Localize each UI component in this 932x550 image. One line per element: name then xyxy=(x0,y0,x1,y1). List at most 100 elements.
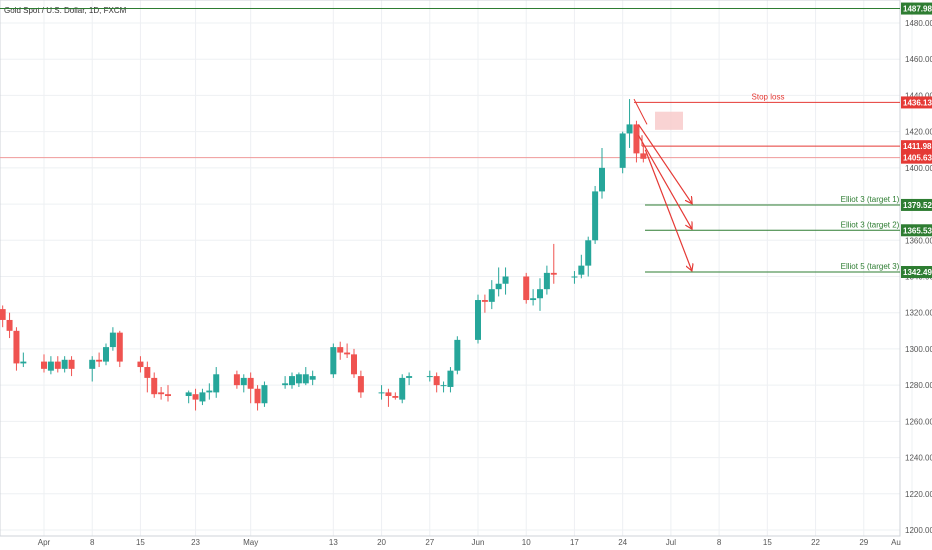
candle-body[interactable] xyxy=(337,347,344,353)
candle-body[interactable] xyxy=(89,359,96,369)
candle-body[interactable] xyxy=(640,153,647,159)
y-tick-label: 1220.00 xyxy=(905,490,932,499)
candle-body[interactable] xyxy=(502,276,509,284)
y-tick-label: 1320.00 xyxy=(905,309,932,318)
candle-body[interactable] xyxy=(13,330,20,364)
candle-body[interactable] xyxy=(440,385,447,387)
candle-body[interactable] xyxy=(158,392,165,395)
candle-body[interactable] xyxy=(96,359,103,362)
x-tick-label: 22 xyxy=(811,538,820,547)
price-badge xyxy=(901,96,932,109)
candle-body[interactable] xyxy=(289,376,295,386)
candle-body[interactable] xyxy=(530,298,537,301)
candle-body[interactable] xyxy=(523,276,530,301)
price-levels[interactable]: Stop loss Elliot 3 (target 1) Elliot 3 (ta… xyxy=(0,8,900,273)
y-tick-label: 1420.00 xyxy=(905,128,932,137)
candle-body[interactable] xyxy=(206,390,213,393)
candle-body[interactable] xyxy=(550,272,557,275)
candle-body[interactable] xyxy=(144,367,151,378)
projection-arrow[interactable] xyxy=(644,149,691,270)
x-tick-label: Au xyxy=(891,538,901,547)
price-level-label: Elliot 5 (target 3) xyxy=(841,262,900,271)
chart-title: Gold Spot / U.S. Dollar, 1D, FXCM xyxy=(4,6,127,15)
candle-body[interactable] xyxy=(199,392,206,402)
price-badge-label: 1487.98 xyxy=(903,5,932,14)
candle-body[interactable] xyxy=(20,361,27,364)
candle-body[interactable] xyxy=(585,240,592,266)
x-tick-label: Apr xyxy=(38,538,51,547)
candle-body[interactable] xyxy=(481,300,488,302)
candle-body[interactable] xyxy=(165,394,171,397)
y-tick-label: 1300.00 xyxy=(905,345,932,354)
candle-body[interactable] xyxy=(592,191,599,241)
price-badge-label: 1342.49 xyxy=(903,268,932,277)
candle-body[interactable] xyxy=(0,309,6,320)
candle-body[interactable] xyxy=(385,392,392,397)
price-badge-label: 1379.52 xyxy=(903,201,932,210)
candles[interactable] xyxy=(0,99,647,411)
x-tick-label: 10 xyxy=(522,538,531,547)
candle-body[interactable] xyxy=(213,374,220,393)
projection-arrows[interactable] xyxy=(633,98,692,270)
candle-body[interactable] xyxy=(392,396,399,398)
candle-body[interactable] xyxy=(116,332,123,362)
candle-body[interactable] xyxy=(357,376,364,393)
candle-body[interactable] xyxy=(447,370,454,387)
candle-body[interactable] xyxy=(309,376,316,380)
candle-body[interactable] xyxy=(247,377,254,389)
x-tick-label: May xyxy=(243,538,258,547)
price-badge xyxy=(901,151,932,164)
y-tick-label: 1400.00 xyxy=(905,164,932,173)
candle-body[interactable] xyxy=(537,289,543,299)
candle-body[interactable] xyxy=(378,392,385,394)
candle-body[interactable] xyxy=(351,354,357,375)
candle-body[interactable] xyxy=(6,319,13,331)
candle-body[interactable] xyxy=(302,374,309,384)
candle-body[interactable] xyxy=(109,332,116,348)
candle-body[interactable] xyxy=(454,339,461,371)
candle-body[interactable] xyxy=(240,377,247,386)
candle-body[interactable] xyxy=(406,376,413,378)
y-tick-label: 1260.00 xyxy=(905,417,932,426)
projection-arrow[interactable] xyxy=(637,124,691,203)
candle-body[interactable] xyxy=(633,124,640,154)
candle-body[interactable] xyxy=(344,352,351,355)
candle-body[interactable] xyxy=(68,359,75,369)
candle-body[interactable] xyxy=(254,388,261,404)
candle-body[interactable] xyxy=(433,376,440,386)
price-axis-border xyxy=(0,0,901,537)
candle-body[interactable] xyxy=(54,361,61,369)
candle-body[interactable] xyxy=(151,377,158,395)
candle-body[interactable] xyxy=(103,347,109,362)
candle-body[interactable] xyxy=(475,300,481,340)
candle-body[interactable] xyxy=(185,392,192,397)
candle-body[interactable] xyxy=(295,374,302,384)
y-tick-label: 1460.00 xyxy=(905,55,932,64)
candle-body[interactable] xyxy=(599,167,605,192)
peak-line xyxy=(633,98,648,125)
candle-body[interactable] xyxy=(261,385,268,404)
price-badge xyxy=(901,140,932,153)
candle-body[interactable] xyxy=(426,376,433,378)
candle-body[interactable] xyxy=(47,361,54,371)
candle-body[interactable] xyxy=(192,394,199,400)
candle-body[interactable] xyxy=(61,359,68,369)
projection-arrow[interactable] xyxy=(637,134,691,228)
candle-body[interactable] xyxy=(488,289,495,302)
candle-body[interactable] xyxy=(233,374,240,386)
x-tick-label: 29 xyxy=(859,538,868,547)
candle-body[interactable] xyxy=(137,361,144,368)
candle-body[interactable] xyxy=(41,361,47,369)
candle-body[interactable] xyxy=(619,133,626,168)
candle-body[interactable] xyxy=(571,276,578,278)
x-tick-label: 15 xyxy=(136,538,145,547)
candle-body[interactable] xyxy=(399,377,406,400)
candle-body[interactable] xyxy=(626,124,633,134)
candle-body[interactable] xyxy=(282,383,289,386)
x-tick-label: 20 xyxy=(377,538,386,547)
candle-body[interactable] xyxy=(330,347,337,375)
candle-body[interactable] xyxy=(578,265,585,275)
candle-body[interactable] xyxy=(495,283,502,290)
candle-body[interactable] xyxy=(543,272,550,290)
